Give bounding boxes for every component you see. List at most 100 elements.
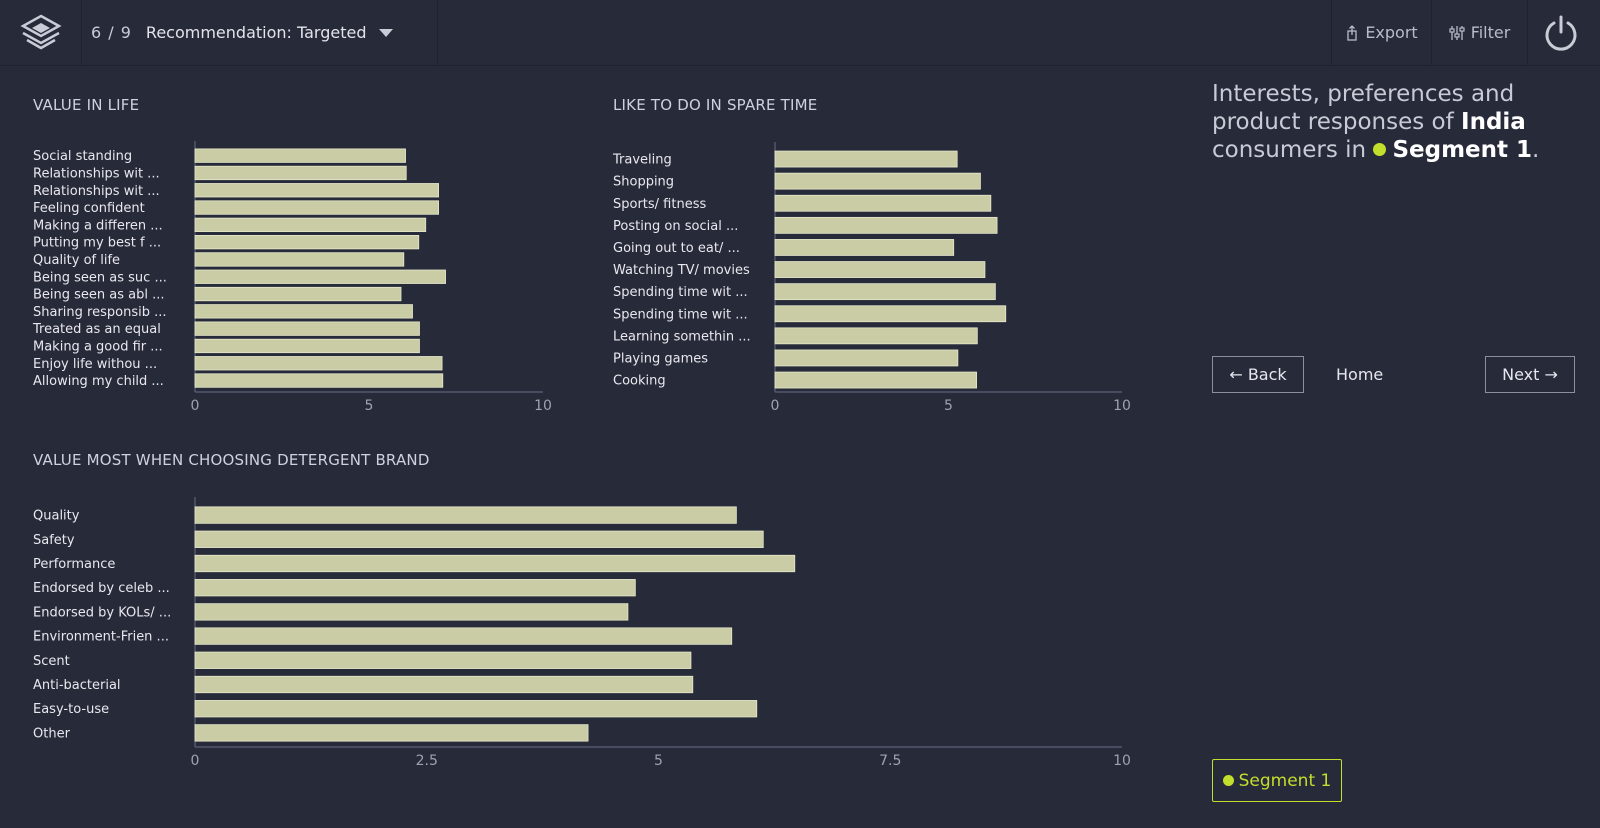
recommendation-selector[interactable]: 6 / 9 Recommendation: Targeted [81,0,438,65]
x-tick-label: 10 [534,398,552,414]
category-label: Relationships wit ... [33,166,160,181]
category-label: Traveling [612,153,672,168]
filter-button[interactable]: Filter [1431,0,1527,65]
bar[interactable] [194,304,413,319]
category-label: Being seen as suc ... [33,270,167,285]
bar[interactable] [194,675,694,694]
bar[interactable] [774,216,998,234]
bar[interactable] [194,700,758,718]
headline-country: India [1461,109,1526,135]
x-tick-label: 5 [944,398,953,414]
top-bar: 6 / 9 Recommendation: Targeted Export Fi… [0,0,1600,66]
bar[interactable] [774,239,955,256]
x-tick-label: 0 [191,398,200,414]
category-label: Going out to eat/ ... [613,241,740,256]
chart-title-detergent: VALUE MOST WHEN CHOOSING DETERGENT BRAND [33,451,430,469]
category-label: Relationships wit ... [33,184,160,199]
chevron-down-icon[interactable] [378,28,393,37]
segment-badge[interactable]: Segment 1 [1212,759,1342,802]
category-label: Being seen as abl ... [33,288,165,303]
export-icon [1347,24,1357,41]
x-tick-label: 7.5 [879,753,901,769]
bar[interactable] [194,234,420,250]
bar[interactable] [194,148,406,163]
segment-badge-label: Segment 1 [1238,770,1332,791]
bar[interactable] [774,305,1007,323]
bar[interactable] [194,554,796,573]
category-label: Feeling confident [33,201,145,216]
category-label: Treated as an equal [32,322,161,337]
export-button[interactable]: Export [1331,0,1431,65]
logo[interactable] [0,0,82,65]
x-tick-label: 5 [654,753,663,769]
category-label: Putting my best f ... [33,236,161,251]
bar[interactable] [194,506,737,524]
back-button[interactable]: ← Back [1212,356,1304,393]
category-label: Playing games [613,351,708,366]
bar[interactable] [194,200,440,215]
home-link[interactable]: Home [1336,365,1384,384]
bar[interactable] [774,327,978,345]
bar[interactable] [194,530,764,548]
bar[interactable] [194,356,443,371]
bar[interactable] [774,371,978,389]
bar[interactable] [194,603,629,621]
bar[interactable] [194,269,446,284]
chart-1: Traveling Shopping Sports/ fitness Posting … [612,142,1131,414]
bar[interactable] [194,579,636,597]
recommendation-title: Recommendation: Targeted [145,23,367,42]
bar[interactable] [774,150,958,168]
x-tick-label: 10 [1113,753,1131,769]
category-label: Watching TV/ movies [613,263,750,278]
bar[interactable] [774,349,959,367]
category-label: Quality [33,509,80,524]
headline-text-1: Interests, preferences and product respo… [1212,81,1515,135]
filter-label: Filter [1470,23,1511,42]
headline-end: . [1532,137,1540,163]
category-label: Spending time wit ... [613,285,748,300]
x-tick-label: 5 [365,398,374,414]
category-label: Performance [33,557,115,572]
category-label: Sharing responsib ... [33,305,166,320]
bar[interactable] [194,165,407,181]
logo-icon [19,14,62,49]
page-counter: 6 / 9 [91,23,132,42]
bar[interactable] [774,261,986,278]
bar[interactable] [194,627,733,645]
bar[interactable] [194,338,420,354]
x-tick-label: 2.5 [416,753,438,769]
category-label: Environment-Frien ... [33,630,169,645]
power-button[interactable] [1527,0,1600,65]
bar[interactable] [774,194,992,212]
category-label: Enjoy life withou ... [33,357,157,372]
category-label: Scent [33,654,70,669]
chart-title-spare-time: LIKE TO DO IN SPARE TIME [613,96,818,114]
category-label: Spending time wit ... [613,307,748,322]
chart-2: Quality Safety Performance Endorsed by cele… [33,497,1131,769]
bar[interactable] [194,651,692,669]
bar[interactable] [194,183,440,198]
category-label: Easy-to-use [33,702,109,717]
bar[interactable] [774,283,996,301]
bar[interactable] [194,724,589,742]
bar[interactable] [194,217,427,233]
category-label: Endorsed by celeb ... [33,581,170,596]
category-label: Safety [33,533,75,548]
category-label: Sports/ fitness [613,197,706,212]
bar[interactable] [194,286,402,302]
bar[interactable] [194,321,420,336]
category-label: Shopping [613,175,674,190]
category-label: Quality of life [33,253,120,268]
segment-dot-icon [1373,143,1387,156]
segment-headline: Interests, preferences and product respo… [1212,80,1572,164]
chart-title-value-in-life: VALUE IN LIFE [33,96,140,114]
bar[interactable] [194,252,405,267]
bar[interactable] [194,373,444,388]
category-label: Endorsed by KOLs/ ... [33,605,171,620]
category-label: Making a differen ... [33,218,163,233]
category-label: Posting on social ... [613,219,738,234]
bar[interactable] [774,172,981,190]
category-label: Social standing [33,149,132,164]
next-button[interactable]: Next → [1485,356,1575,393]
